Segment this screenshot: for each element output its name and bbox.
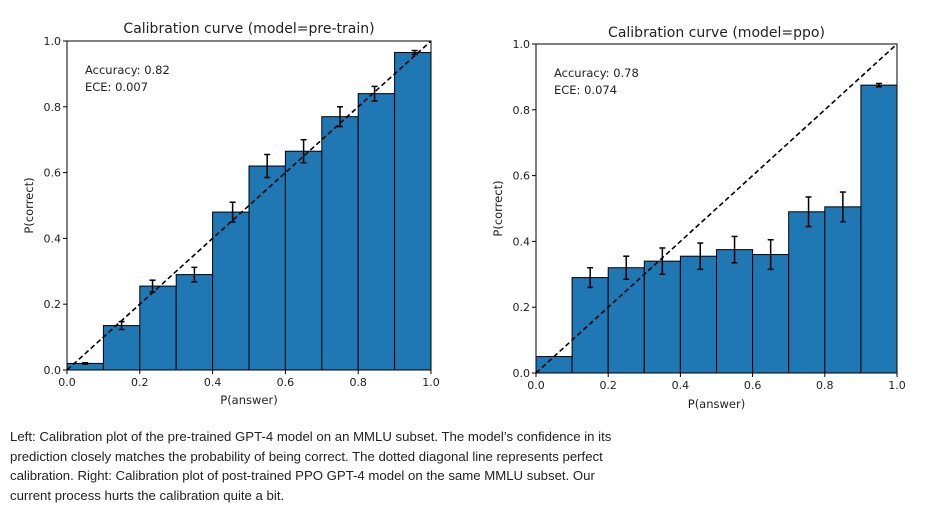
x-tick-label: 0.4	[204, 376, 222, 389]
bar-9	[394, 52, 432, 371]
x-tick-label: 0.8	[349, 376, 367, 389]
error-bar-2	[149, 279, 156, 293]
plot-frame	[66, 40, 432, 371]
bar-4	[679, 255, 718, 374]
y-tick-label: 0.0	[513, 367, 531, 380]
accuracy-annotation: Accuracy: 0.82	[85, 63, 170, 77]
x-tick-label: 0.6	[744, 379, 762, 392]
y-tick-label: 1.0	[513, 38, 531, 51]
x-tick-label: 0.0	[58, 376, 76, 389]
x-tick-label: 0.6	[277, 376, 295, 389]
y-tick-label: 0.2	[44, 298, 62, 311]
error-bar-7	[805, 196, 812, 228]
x-tick-label: 0.4	[672, 379, 690, 392]
y-tick-label: 0.0	[44, 364, 62, 377]
error-bar-6	[300, 138, 307, 164]
x-axis-label: P(answer)	[688, 397, 745, 411]
x-tick-label: 0.2	[599, 379, 617, 392]
bar-8	[357, 93, 396, 371]
y-tick-label: 0.4	[44, 232, 62, 245]
bar-8	[824, 206, 862, 374]
y-tick-label: 0.6	[513, 170, 531, 183]
y-axis-label: P(correct)	[22, 177, 36, 233]
perfect-calibration-line	[535, 43, 898, 374]
error-bar-5	[264, 153, 271, 179]
x-axis-label: P(answer)	[220, 393, 277, 407]
error-bar-3	[191, 266, 198, 283]
y-tick-label: 0.4	[513, 235, 531, 248]
error-bar-3	[659, 247, 666, 276]
x-tick-label: 1.0	[888, 379, 906, 392]
ppo-calibration-chart: 0.0 0.2 0.4 0.6 0.8 1.0 0.0 0.2 0.4 0.6 0.8 1.0 Cali…	[491, 25, 906, 411]
ece-annotation: ECE: 0.074	[554, 83, 617, 97]
y-tick-label: 0.8	[513, 104, 531, 117]
y-tick-label: 0.6	[44, 167, 62, 180]
error-bar-4	[697, 242, 704, 271]
bar-4	[212, 211, 250, 371]
y-tick-label: 1.0	[44, 35, 62, 48]
error-bar-1	[118, 320, 125, 331]
y-tick-label: 0.8	[44, 101, 62, 114]
x-tick-label: 0.0	[527, 379, 545, 392]
chart-title: Calibration curve (model=ppo)	[608, 25, 825, 41]
bar-3	[643, 260, 681, 374]
bar-2	[607, 267, 645, 374]
plot-frame	[535, 43, 898, 374]
bar-5	[248, 165, 286, 371]
error-bar-2	[623, 255, 630, 280]
bar-6	[284, 150, 323, 371]
error-bar-9	[411, 49, 418, 56]
error-bar-0	[82, 362, 89, 365]
bar-5	[716, 249, 754, 374]
x-tick-label: 0.2	[131, 376, 149, 389]
error-bar-4	[229, 201, 236, 223]
bar-1	[571, 277, 609, 374]
ece-annotation: ECE: 0.007	[85, 80, 148, 94]
calibration-figure: 0.0 0.2 0.4 0.6 0.8 1.0 0.0 0.2 0.4 0.6 0.8 1.0 Cali…	[22, 21, 906, 411]
x-tick-label: 0.8	[816, 379, 834, 392]
chart-title: Calibration curve (model=pre-train)	[123, 21, 374, 37]
error-bar-7	[337, 106, 343, 128]
y-axis-label: P(correct)	[491, 180, 505, 236]
pretrain-calibration-chart: 0.0 0.2 0.4 0.6 0.8 1.0 0.0 0.2 0.4 0.6 0.8 1.0 Cali…	[22, 21, 440, 407]
error-bar-6	[767, 239, 774, 271]
bar-0	[535, 356, 573, 374]
bar-9	[860, 84, 898, 374]
error-bar-8	[371, 85, 378, 102]
accuracy-annotation: Accuracy: 0.78	[554, 66, 639, 80]
error-bar-5	[731, 235, 738, 264]
bar-6	[752, 254, 790, 374]
perfect-calibration-line	[66, 40, 432, 371]
error-bar-1	[587, 266, 594, 289]
y-tick-label: 0.2	[513, 301, 531, 314]
bar-7	[788, 211, 826, 374]
bar-7	[321, 116, 359, 371]
figure-caption: Left: Calibration plot of the pre-traine…	[10, 429, 612, 503]
error-bar-9	[875, 82, 882, 88]
error-bar-8	[839, 191, 846, 223]
x-tick-label: 1.0	[422, 376, 440, 389]
bar-3	[175, 274, 214, 371]
